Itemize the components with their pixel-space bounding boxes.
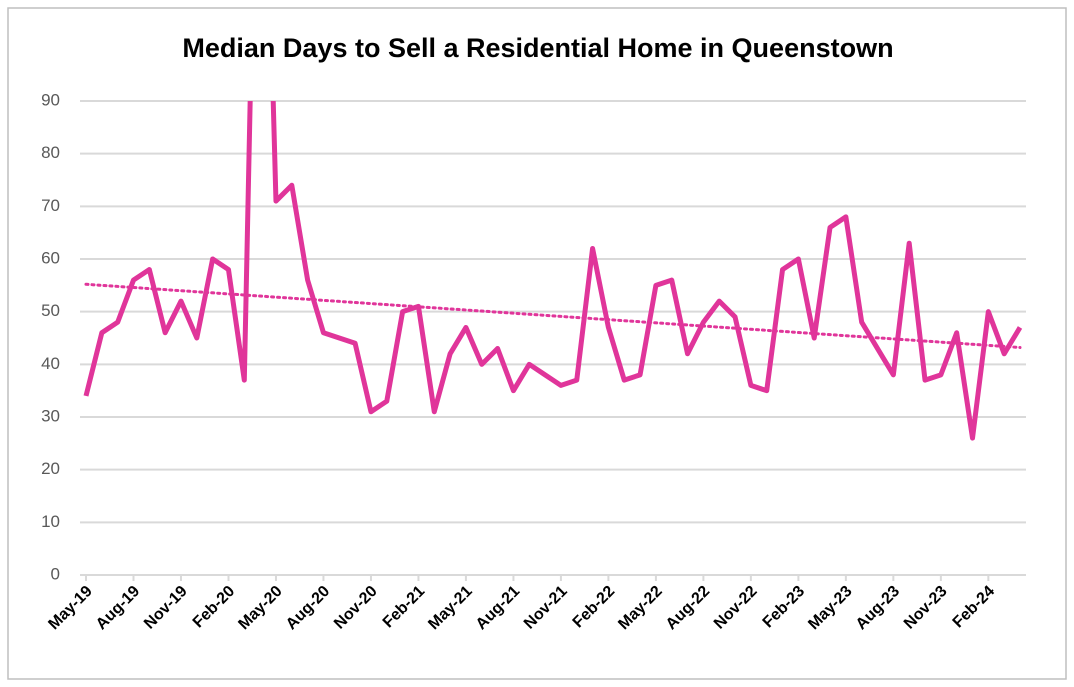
y-tick-label: 60 bbox=[41, 248, 60, 267]
y-tick-label: 80 bbox=[41, 143, 60, 162]
y-tick-label: 30 bbox=[41, 406, 60, 425]
chart-title: Median Days to Sell a Residential Home i… bbox=[182, 33, 893, 63]
y-tick-label: 70 bbox=[41, 196, 60, 215]
y-tick-label: 10 bbox=[41, 512, 60, 531]
trendline bbox=[84, 282, 1022, 349]
y-tick-label: 90 bbox=[41, 90, 60, 109]
plot-area bbox=[83, 101, 1023, 441]
y-tick-label: 40 bbox=[41, 354, 60, 373]
y-tick-label: 0 bbox=[51, 564, 60, 583]
y-tick-label: 50 bbox=[41, 301, 60, 320]
y-tick-label: 20 bbox=[41, 459, 60, 478]
chart-frame bbox=[7, 7, 1067, 680]
data-line bbox=[83, 101, 1023, 441]
